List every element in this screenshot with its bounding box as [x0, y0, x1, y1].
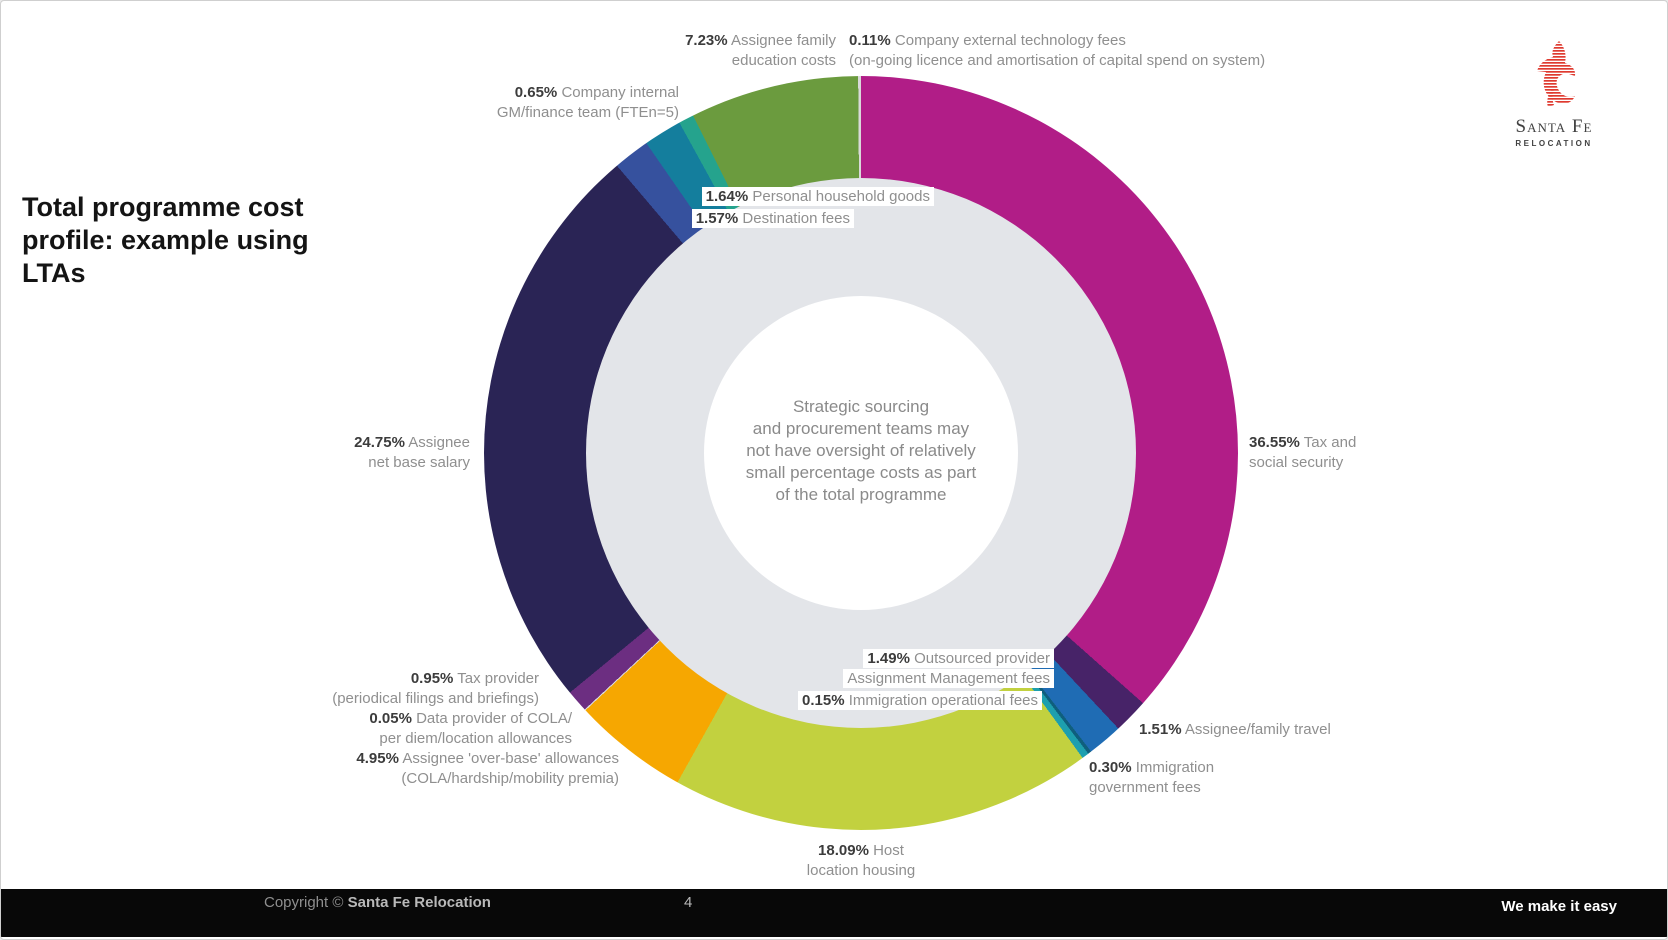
donut-center-circle [704, 296, 1018, 610]
callout-tax-social-security: 36.55% Tax and social security [1249, 434, 1357, 471]
callout-outsourced-provider: 1.49% Outsourced provider Assignment Man… [843, 649, 1054, 689]
page-title: Total programme cost profile: example us… [22, 192, 309, 288]
callout-personal-household-goods: 1.64% Personal household goods [701, 187, 934, 207]
logo-subtitle: RELOCATION [1515, 139, 1593, 148]
tagline: We make it easy [1501, 898, 1617, 915]
callout-host-location-housing: 18.09% Host location housing [806, 842, 916, 879]
center-note: Strategic sourcing and procurement teams… [745, 397, 977, 504]
horse-icon [1537, 41, 1576, 107]
callout-destination-fees: 1.57% Destination fees [691, 209, 854, 229]
page-number: 4 [684, 894, 693, 911]
callout-company-internal-gm-finance: 0.65% Company internal GM/finance team (… [496, 84, 679, 121]
footer-bar: Copyright © Santa Fe Relocation 4 We mak… [1, 889, 1667, 937]
callout-immigration-operational-fees: 0.15% Immigration operational fees [798, 691, 1042, 711]
santa-fe-logo: Santa Fe RELOCATION [1489, 41, 1619, 148]
callout-overbase-allowances: 4.95% Assignee 'over-base' allowances (C… [356, 750, 619, 787]
callout-immigration-government-fees: 0.30% Immigration government fees [1089, 759, 1215, 796]
callout-company-external-technology: 0.11% Company external technology fees (… [849, 32, 1266, 69]
callout-data-provider-cola: 0.05% Data provider of COLA/ per diem/lo… [369, 710, 572, 747]
callout-assignee-family-education: 7.23% Assignee family education costs [685, 32, 836, 69]
callout-assignee-net-base-salary: 24.75% Assignee net base salary [354, 434, 470, 471]
callout-assignee-family-travel: 1.51% Assignee/family travel [1139, 721, 1331, 738]
callout-tax-provider: 0.95% Tax provider (periodical filings a… [332, 670, 539, 707]
logo-brand: Santa Fe [1515, 116, 1593, 137]
copyright-text: Copyright © Santa Fe Relocation [264, 894, 491, 911]
